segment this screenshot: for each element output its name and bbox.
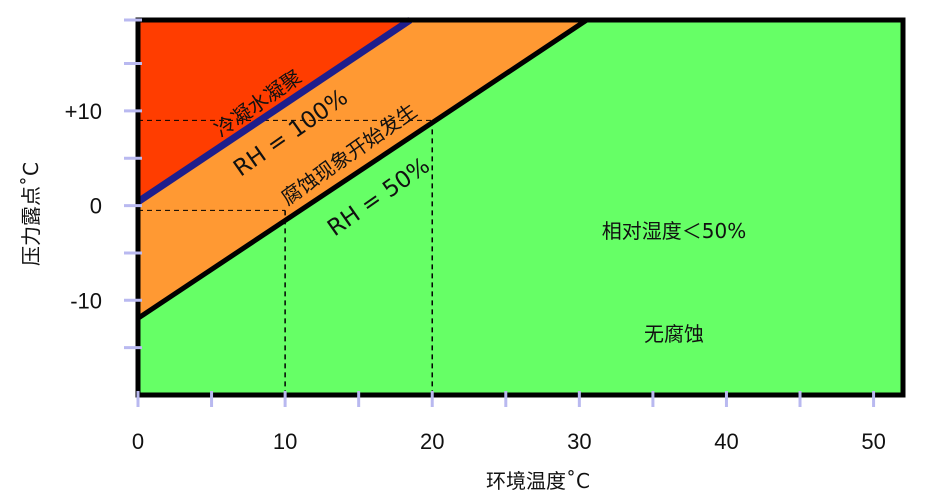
y-axis-tick-labels: -10 0 +10 [65, 99, 102, 313]
rh-100-line [136, 17, 413, 205]
plot-regions [138, 20, 903, 395]
rh-50-line [136, 17, 589, 321]
x-tick-label: 10 [273, 429, 297, 454]
y-tick-label: +10 [65, 99, 102, 124]
x-axis-tick-labels: 0 10 20 30 40 50 [132, 429, 886, 454]
x-tick-label: 30 [567, 429, 591, 454]
y-tick-label: 0 [90, 194, 102, 219]
y-tick-label: -10 [70, 288, 102, 313]
y-axis-minor-ticks [124, 18, 142, 350]
plot-frame [135, 17, 906, 398]
reference-dashed-lines [138, 119, 433, 395]
x-axis-title: 环境温度˚C [486, 469, 590, 493]
region-label-no-corrosion: 无腐蚀 [644, 322, 704, 346]
x-tick-label: 50 [861, 429, 885, 454]
region-label-rh-below-50: 相对湿度＜50% [602, 219, 746, 243]
x-tick-label: 20 [420, 429, 444, 454]
y-axis-title: 压力露点˚C [19, 162, 43, 266]
x-tick-label: 40 [714, 429, 738, 454]
x-axis-minor-ticks [136, 391, 876, 407]
x-tick-label: 0 [132, 429, 144, 454]
